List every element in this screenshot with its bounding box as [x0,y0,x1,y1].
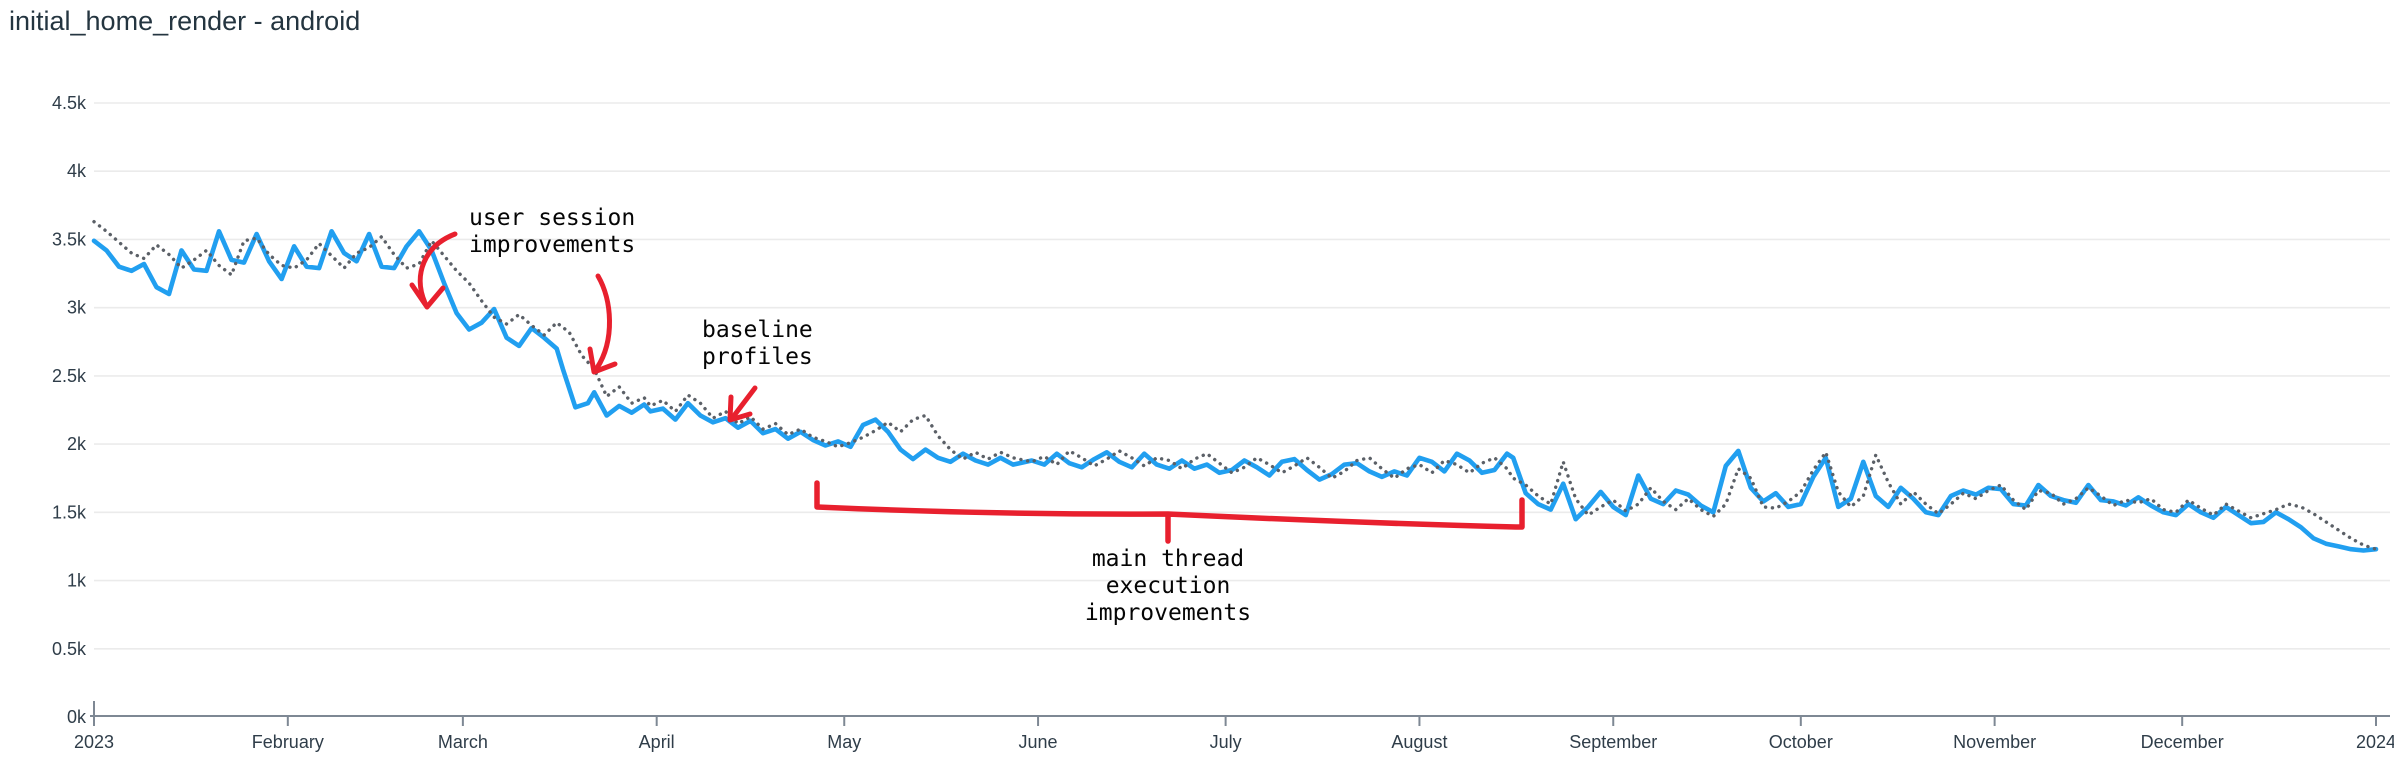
y-tick-label: 0k [67,707,87,727]
x-tick-label: May [827,732,861,752]
y-tick-label: 4k [67,161,87,181]
y-tick-label: 1k [67,571,87,591]
annotation-label-main-thread: main thread execution improvements [1084,546,1252,626]
annotation-arrowhead-1 [409,282,446,310]
annotation-bracket-main-thread [814,480,1525,544]
x-tick-label: November [1953,732,2036,752]
x-tick-label: 2023 [74,732,114,752]
x-tick-label: June [1019,732,1058,752]
y-tick-label: 2.5k [52,366,87,386]
y-tick-label: 3k [67,298,87,318]
x-tick-label: August [1391,732,1447,752]
y-tick-label: 0.5k [52,639,87,659]
annotation-arrow-user-session-2 [594,273,612,371]
annotation-arrow-baseline-profiles [730,385,758,420]
annotation-label-user-session: user session improvements [469,205,636,258]
x-tick-label: 2024 [2356,732,2394,752]
x-tick-label: March [438,732,488,752]
annotation-arrow-user-session-1 [417,231,458,306]
y-tick-label: 2k [67,434,87,454]
y-tick-label: 3.5k [52,229,87,249]
series-lines [91,219,2379,553]
y-tick-label: 1.5k [52,502,87,522]
page-title: initial_home_render - android [9,6,361,36]
x-tick-label: July [1210,732,1242,752]
x-tick-label: April [639,732,675,752]
annotation-arrowhead-3 [727,394,753,423]
annotation-arrowhead-2 [587,346,618,375]
series-line-dotted-gray [92,219,2378,551]
annotation-label-baseline-profiles: baseline profiles [702,317,813,370]
x-tick-label: February [252,732,324,752]
series-line-solid-blue [91,229,2379,553]
y-axis-labels: 0k 0.5k 1k 1.5k 2k 2.5k 3k 3.5k 4k 4.5k [52,93,87,727]
x-tick-label: October [1769,732,1833,752]
y-tick-label: 4.5k [52,93,87,113]
x-tick-label: September [1569,732,1657,752]
x-tick-label: December [2141,732,2224,752]
y-gridlines [94,102,2390,650]
annotation-shapes [409,231,1525,544]
x-axis: 2023 February March April May June July August S… [74,701,2394,752]
